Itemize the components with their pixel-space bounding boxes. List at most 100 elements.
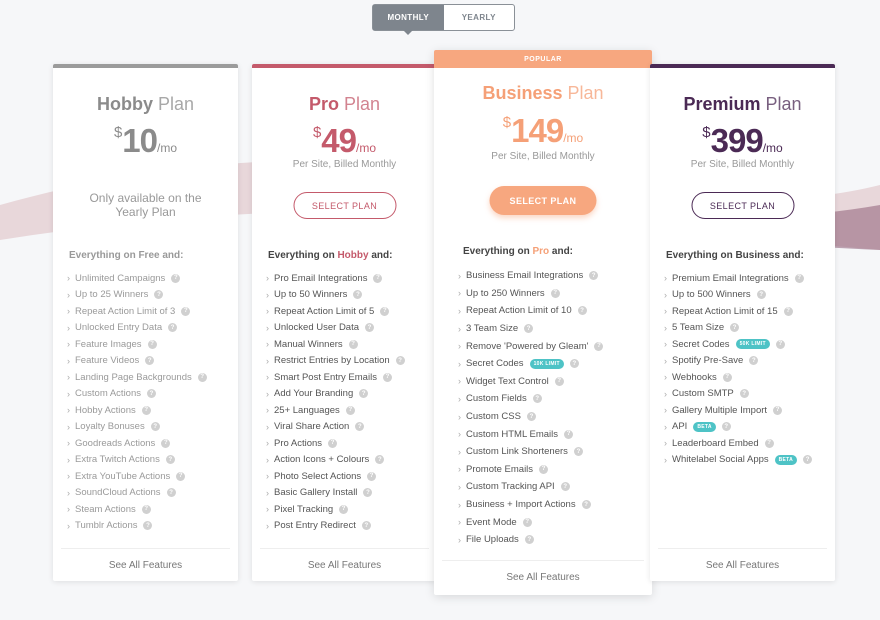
info-icon[interactable]: ? xyxy=(345,405,355,415)
info-icon[interactable]: ? xyxy=(348,339,358,349)
popular-badge: POPULAR xyxy=(434,50,652,68)
info-icon[interactable]: ? xyxy=(577,306,587,316)
info-icon[interactable]: ? xyxy=(589,271,599,281)
info-icon[interactable]: ? xyxy=(375,455,385,465)
info-icon[interactable]: ? xyxy=(197,372,207,382)
info-icon[interactable]: ? xyxy=(539,464,549,474)
info-icon[interactable]: ? xyxy=(739,389,749,399)
see-all-features-link[interactable]: See All Features xyxy=(307,560,382,571)
info-icon[interactable]: ? xyxy=(554,376,564,386)
info-icon[interactable]: ? xyxy=(560,482,570,492)
info-icon[interactable]: ? xyxy=(775,339,785,349)
feature-item: › Event Mode? xyxy=(458,513,603,531)
info-icon[interactable]: ? xyxy=(380,306,390,316)
info-icon[interactable]: ? xyxy=(367,471,377,481)
info-icon[interactable]: ? xyxy=(373,273,383,283)
feature-item: › Custom Fields? xyxy=(458,390,603,408)
info-icon[interactable]: ? xyxy=(594,341,604,351)
see-all-features-link[interactable]: See All Features xyxy=(705,560,780,571)
info-icon[interactable]: ? xyxy=(524,535,534,545)
info-icon[interactable]: ? xyxy=(564,429,574,439)
info-icon[interactable]: ? xyxy=(166,488,176,498)
toggle-yearly[interactable]: YEARLY xyxy=(461,13,496,22)
chevron-right-icon: › xyxy=(664,306,667,317)
info-icon[interactable]: ? xyxy=(773,405,783,415)
info-icon[interactable]: ? xyxy=(722,372,732,382)
price-amount: 399 xyxy=(710,122,764,159)
see-all-features-link[interactable]: See All Features xyxy=(108,560,183,571)
info-icon[interactable]: ? xyxy=(181,306,191,316)
info-icon[interactable]: ? xyxy=(165,455,175,465)
card-top-bar xyxy=(650,64,835,68)
info-icon[interactable]: ? xyxy=(721,422,731,432)
info-icon[interactable]: ? xyxy=(141,504,151,514)
info-icon[interactable]: ? xyxy=(363,488,373,498)
feature-item: › Business Email Integrations? xyxy=(458,267,603,285)
info-icon[interactable]: ? xyxy=(573,447,583,457)
info-icon[interactable]: ? xyxy=(171,273,181,283)
feature-item: › Promote Emails? xyxy=(458,461,603,479)
info-icon[interactable]: ? xyxy=(382,372,392,382)
chevron-right-icon: › xyxy=(664,339,667,350)
chevron-right-icon: › xyxy=(458,464,461,475)
info-icon[interactable]: ? xyxy=(359,389,369,399)
info-icon[interactable]: ? xyxy=(764,438,774,448)
feature-item: › Unlocked User Data? xyxy=(266,320,405,337)
info-icon[interactable]: ? xyxy=(569,359,579,369)
info-icon[interactable]: ? xyxy=(749,356,759,366)
info-icon[interactable]: ? xyxy=(150,422,160,432)
plan-title: Business Plan xyxy=(434,83,652,104)
info-icon[interactable]: ? xyxy=(355,422,365,432)
feature-item: › Custom Link Shorteners? xyxy=(458,443,603,461)
chevron-right-icon: › xyxy=(458,376,461,387)
toggle-monthly[interactable]: MONTHLY xyxy=(373,5,444,35)
info-icon[interactable]: ? xyxy=(365,323,375,333)
info-icon[interactable]: ? xyxy=(794,273,804,283)
feature-label: Repeat Action Limit of 3 xyxy=(75,305,176,317)
features-heading: Everything on Free and: xyxy=(69,250,184,261)
chevron-right-icon: › xyxy=(458,358,461,369)
info-icon[interactable]: ? xyxy=(147,339,157,349)
select-plan-button[interactable]: SELECT PLAN xyxy=(489,186,597,215)
feature-list: › Unlimited Campaigns? › Up to 25 Winners? ›… xyxy=(67,270,207,534)
info-icon[interactable]: ? xyxy=(581,500,591,510)
plan-card-hobby: Hobby Plan $10/mo Only available on the … xyxy=(53,64,238,581)
feature-item: › Leaderboard Embed? xyxy=(664,435,812,452)
info-icon[interactable]: ? xyxy=(161,438,171,448)
info-icon[interactable]: ? xyxy=(803,455,813,465)
feature-item: › Up to 50 Winners? xyxy=(266,287,405,304)
info-icon[interactable]: ? xyxy=(339,504,349,514)
info-icon[interactable]: ? xyxy=(756,290,766,300)
select-plan-button[interactable]: SELECT PLAN xyxy=(691,192,794,219)
info-icon[interactable]: ? xyxy=(395,356,405,366)
info-icon[interactable]: ? xyxy=(143,521,153,531)
feature-label: Custom Tracking API xyxy=(466,481,555,493)
feature-item: › Extra YouTube Actions? xyxy=(67,468,207,485)
info-icon[interactable]: ? xyxy=(353,290,363,300)
info-icon[interactable]: ? xyxy=(730,323,740,333)
info-icon[interactable]: ? xyxy=(532,394,542,404)
info-icon[interactable]: ? xyxy=(168,323,178,333)
info-icon[interactable]: ? xyxy=(361,521,371,531)
chevron-right-icon: › xyxy=(266,504,269,515)
info-icon[interactable]: ? xyxy=(550,288,560,298)
info-icon[interactable]: ? xyxy=(783,306,793,316)
select-plan-button[interactable]: SELECT PLAN xyxy=(293,192,396,219)
info-icon[interactable]: ? xyxy=(524,324,534,334)
info-icon[interactable]: ? xyxy=(522,517,532,527)
see-all-features-link[interactable]: See All Features xyxy=(506,572,580,583)
price-period: /mo xyxy=(157,141,178,155)
info-icon[interactable]: ? xyxy=(141,405,151,415)
feature-label: Custom HTML Emails xyxy=(466,428,559,440)
info-icon[interactable]: ? xyxy=(328,438,338,448)
plan-price: $49/mo xyxy=(252,122,437,160)
info-icon[interactable]: ? xyxy=(176,471,186,481)
feature-label: Up to 25 Winners xyxy=(75,289,149,301)
plan-name: Hobby xyxy=(96,94,153,114)
info-icon[interactable]: ? xyxy=(147,389,156,399)
info-icon[interactable]: ? xyxy=(526,412,536,422)
feature-item: › Feature Videos? xyxy=(67,353,207,370)
info-icon[interactable]: ? xyxy=(145,356,155,366)
feature-label: Remove 'Powered by Gleam' xyxy=(466,340,589,352)
info-icon[interactable]: ? xyxy=(154,290,164,300)
